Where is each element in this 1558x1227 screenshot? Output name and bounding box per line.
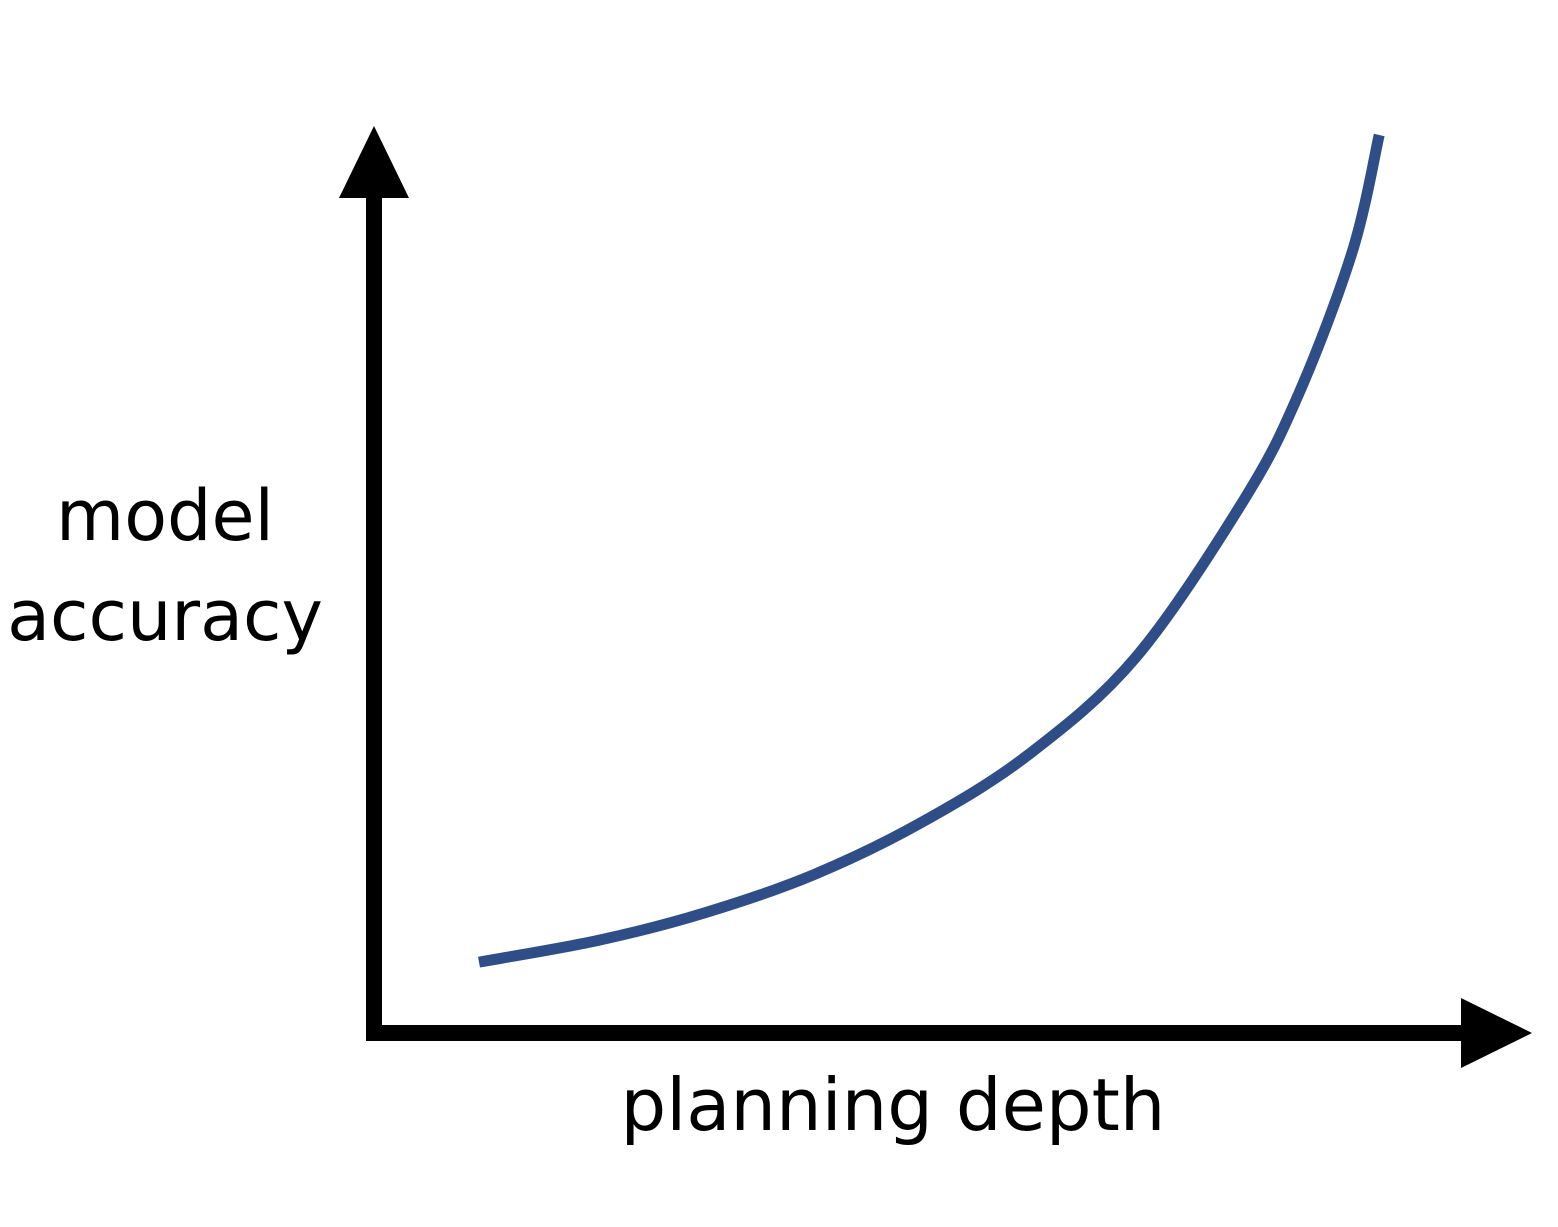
x-axis-arrowhead	[1461, 998, 1532, 1068]
y-axis-label-line-2: accuracy	[7, 575, 323, 657]
x-axis-label: planning depth	[621, 1063, 1166, 1147]
y-axis-label-line-1: model	[56, 475, 274, 557]
y-axis-arrowhead	[339, 126, 409, 198]
series-line	[478, 133, 1385, 968]
